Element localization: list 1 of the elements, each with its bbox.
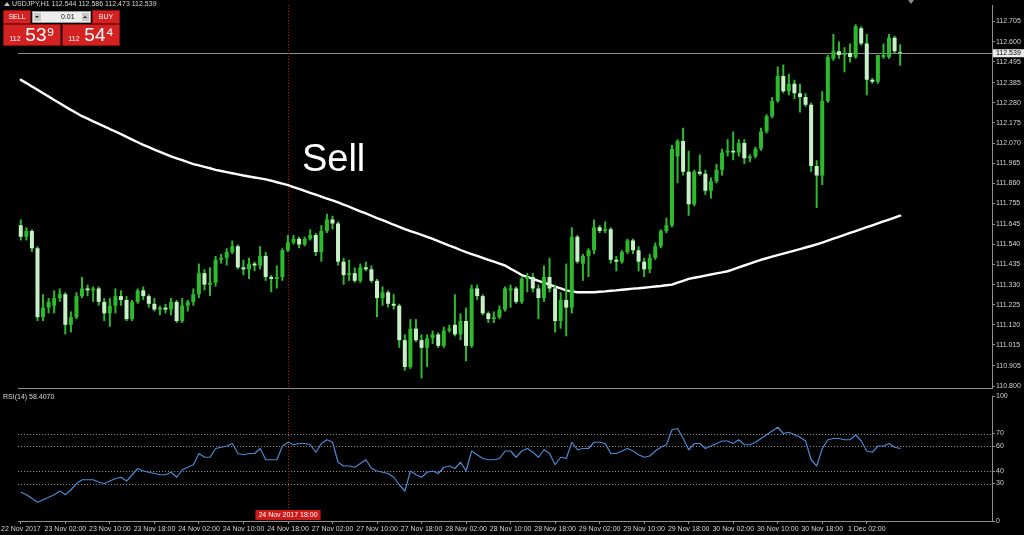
annotation: Sell — [301, 136, 366, 179]
